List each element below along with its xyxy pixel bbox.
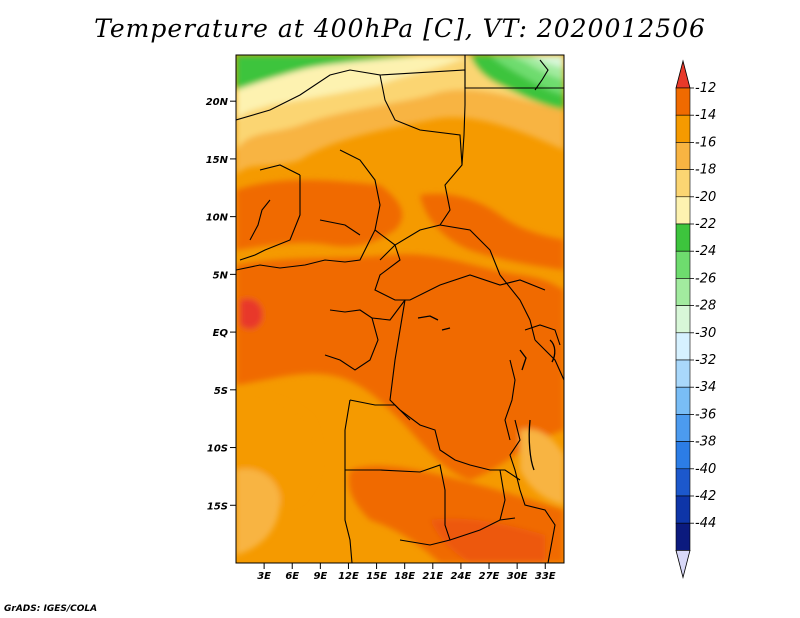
longitude-axis: 3E 6E 9E 12E 15E 18E 21E 24E 27E 30E 33E: [257, 563, 556, 582]
lat-tick-label: 5N: [213, 270, 229, 281]
colorbar-swatch: [675, 441, 691, 470]
lat-tick-label: 10S: [207, 444, 228, 455]
lat-tick-label: 15S: [207, 501, 228, 512]
region-west-14: [236, 180, 403, 250]
colorbar-bottom-arrow: [675, 550, 691, 579]
colorbar-swatch: [675, 250, 691, 279]
region-southwest-18: [236, 468, 281, 555]
colorbar-swatch: [675, 278, 691, 306]
colorbar-label: -40: [695, 462, 716, 477]
region-south-13: [430, 518, 545, 563]
lat-tick-label: EQ: [213, 328, 229, 339]
colorbar-label: -42: [695, 489, 716, 504]
lon-tick-label: 27E: [479, 571, 500, 582]
colorbar-label: -24: [695, 244, 716, 259]
lon-tick-label: 6E: [285, 571, 299, 582]
colorbar-swatch: [675, 386, 691, 415]
lon-tick-label: 9E: [313, 571, 327, 582]
colorbar-swatch: [675, 495, 691, 524]
lon-tick-label: 15E: [366, 571, 387, 582]
region-north-22: [236, 55, 420, 90]
colorbar-label: -30: [695, 326, 716, 341]
colorbar-label: -36: [695, 407, 716, 422]
region-southeast-18: [520, 429, 564, 505]
colorbar-label: -12: [695, 81, 716, 96]
colorbar-swatch: [675, 414, 691, 442]
colorbar-label: -26: [695, 271, 716, 286]
region-northeast-28: [530, 55, 564, 68]
colorbar-swatch: [675, 359, 691, 388]
credit-label: GrADS: IGES/COLA: [4, 604, 98, 614]
lat-tick-label: 20N: [206, 97, 229, 108]
colorbar: -12 -14 -16 -18 -20 -22 -24 -26 -28 -30 -32 -34 -36 -…: [675, 59, 716, 579]
lon-tick-label: 12E: [338, 571, 359, 582]
colorbar-swatch: [675, 196, 691, 225]
colorbar-swatch: [675, 223, 691, 252]
colorbar-label: -32: [695, 353, 716, 368]
region-equatorial-14: [236, 254, 564, 480]
lat-tick-label: 5S: [214, 386, 228, 397]
colorbar-label: -44: [695, 516, 716, 531]
chart-title: Temperature at 400hPa [C], VT: 202001250…: [94, 14, 706, 43]
lakes: [417, 315, 556, 471]
lon-tick-label: 21E: [422, 571, 443, 582]
colorbar-top-arrow: [675, 59, 691, 89]
colorbar-swatch: [675, 169, 691, 198]
colorbar-swatch: [675, 142, 691, 170]
colorbar-swatch: [675, 522, 691, 551]
colorbar-swatch: [675, 114, 691, 143]
lat-tick-label: 15N: [206, 155, 229, 166]
region-equatorial-12: [240, 298, 263, 330]
colorbar-label: -22: [695, 217, 716, 232]
lat-tick-label: 10N: [206, 213, 229, 224]
colorbar-swatch: [675, 305, 691, 334]
colorbar-label: -14: [695, 108, 716, 123]
colorbar-label: -38: [695, 435, 716, 450]
colorbar-label: -34: [695, 380, 716, 395]
region-central-north-14: [420, 193, 564, 270]
lon-tick-label: 24E: [451, 571, 472, 582]
lon-tick-label: 3E: [257, 571, 271, 582]
colorbar-label: -18: [695, 163, 716, 178]
colorbar-label: -28: [695, 299, 716, 314]
colorbar-label: -16: [695, 135, 716, 150]
lon-tick-label: 33E: [535, 571, 556, 582]
lon-tick-label: 30E: [507, 571, 528, 582]
colorbar-label: -20: [695, 190, 716, 205]
latitude-axis: 20N 15N 10N 5N EQ 5S 10S 15S: [206, 97, 236, 512]
temperature-field: [236, 55, 564, 563]
colorbar-swatch: [675, 87, 691, 116]
lon-tick-label: 18E: [394, 571, 415, 582]
colorbar-swatch: [675, 468, 691, 497]
country-borders: [236, 55, 564, 563]
map-frame: [235, 54, 565, 564]
colorbar-swatch: [675, 332, 691, 361]
